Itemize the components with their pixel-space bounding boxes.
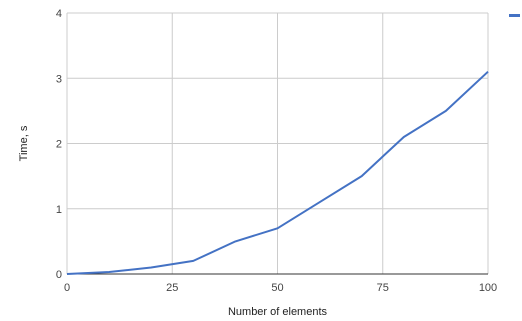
- x-tick-label: 0: [64, 282, 70, 294]
- y-axis-title: Time, s: [18, 125, 30, 161]
- series-line: [66, 70, 489, 275]
- x-axis-ticks: 0 25 50 75 100: [64, 282, 497, 294]
- x-tick-label: 100: [479, 282, 497, 294]
- x-tick-label: 75: [377, 282, 389, 294]
- legend: [509, 14, 520, 17]
- y-axis-ticks: 0 1 2 3 4: [56, 8, 62, 281]
- y-tick-label: 2: [56, 139, 62, 151]
- y-tick-label: 4: [56, 8, 62, 20]
- series-group: [66, 70, 489, 275]
- y-tick-label: 1: [56, 204, 62, 216]
- x-tick-label: 25: [166, 282, 178, 294]
- legend-swatch: [509, 14, 520, 17]
- y-tick-label: 0: [56, 269, 62, 281]
- x-tick-label: 50: [271, 282, 283, 294]
- x-axis-title: Number of elements: [228, 306, 328, 318]
- gridlines: [66, 12, 489, 274]
- y-tick-label: 3: [56, 73, 62, 85]
